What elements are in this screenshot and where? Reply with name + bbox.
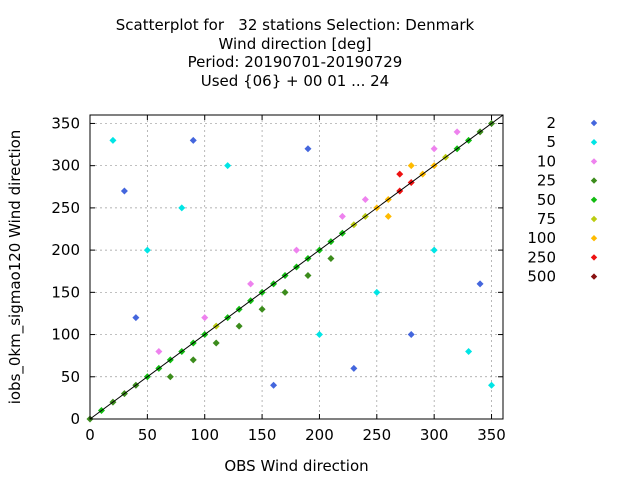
y-tick-label: 300 <box>51 157 80 175</box>
data-point <box>293 246 300 254</box>
data-point <box>143 246 151 254</box>
y-axis-ticks: 0 50 100 150 200 250 300 350 <box>51 114 503 428</box>
legend-marker <box>590 215 598 223</box>
data-point <box>407 162 415 170</box>
data-point <box>453 128 461 136</box>
data-point <box>488 381 496 389</box>
legend-label: 100 <box>527 229 556 247</box>
diagonal-line <box>89 114 504 420</box>
data-point <box>304 145 312 153</box>
data-point <box>338 212 346 220</box>
legend-marker <box>590 177 598 184</box>
data-point <box>373 288 381 296</box>
y-tick-label: 150 <box>51 283 80 301</box>
legend-label: 2 <box>546 114 556 132</box>
x-tick-label: 350 <box>477 426 506 444</box>
y-tick-label: 50 <box>61 368 80 386</box>
data-point <box>189 356 197 364</box>
legend-marker <box>590 119 598 127</box>
data-point <box>396 170 404 178</box>
x-axis-ticks: 0 50 100 150 200 250 300 350 <box>85 115 506 444</box>
legend-marker <box>590 196 598 203</box>
data-point <box>235 322 243 330</box>
data-point <box>270 381 278 389</box>
legend-marker <box>590 139 598 146</box>
legend-label: 10 <box>537 152 556 170</box>
data-point <box>120 187 128 195</box>
y-tick-label: 350 <box>51 114 80 132</box>
data-point <box>258 305 266 313</box>
data-point <box>304 271 312 279</box>
legend-label: 250 <box>527 248 556 266</box>
data-point <box>465 347 473 355</box>
data-point <box>132 314 140 322</box>
x-tick-label: 250 <box>362 426 391 444</box>
title-line-4: Used {06} + 00 01 ... 24 <box>200 71 390 90</box>
data-point <box>476 280 484 288</box>
legend-marker <box>590 273 598 280</box>
title-line-1: Scatterplot for 32 stations Selection: D… <box>115 16 475 34</box>
y-tick-label: 0 <box>70 410 80 428</box>
legend-marker <box>590 158 598 165</box>
data-point <box>361 195 369 203</box>
x-tick-label: 0 <box>85 426 95 444</box>
data-point <box>201 314 209 322</box>
title-line-2: Wind direction [deg] <box>218 34 372 53</box>
data-point <box>315 331 323 339</box>
legend-marker <box>590 254 598 261</box>
data-point <box>178 204 186 212</box>
data-point <box>430 246 438 254</box>
data-point <box>350 364 358 372</box>
data-point <box>430 145 438 153</box>
x-tick-label: 150 <box>248 426 277 444</box>
y-tick-label: 250 <box>51 199 80 217</box>
legend-label: 5 <box>546 133 556 151</box>
x-axis-label: OBS Wind direction <box>224 457 368 475</box>
legend-label: 500 <box>527 268 556 286</box>
y-axis-label: iobs_0km_sigmao120 Wind direction <box>6 130 25 405</box>
data-point <box>166 373 174 381</box>
data-point <box>281 288 289 296</box>
data-point <box>224 162 232 170</box>
data-point <box>109 136 117 144</box>
y-tick-label: 100 <box>51 326 80 344</box>
legend-label: 75 <box>537 210 556 228</box>
data-point <box>384 212 392 220</box>
x-tick-label: 50 <box>138 426 157 444</box>
legend-label: 50 <box>537 191 556 209</box>
title-line-3: Period: 20190701-20190729 <box>187 53 403 71</box>
data-point <box>189 136 197 144</box>
y-tick-label: 200 <box>51 241 80 259</box>
data-point <box>155 347 163 355</box>
x-tick-label: 200 <box>305 426 334 444</box>
plot-frame <box>89 114 504 420</box>
x-tick-label: 100 <box>190 426 219 444</box>
data-point <box>407 331 415 339</box>
data-point <box>327 255 335 263</box>
x-tick-label: 300 <box>420 426 449 444</box>
chart-title: Scatterplot for 32 stations Selection: D… <box>0 16 590 90</box>
legend-marker <box>590 235 598 242</box>
data-point <box>212 339 220 347</box>
data-point <box>247 280 255 288</box>
legend-label: 25 <box>537 172 556 190</box>
